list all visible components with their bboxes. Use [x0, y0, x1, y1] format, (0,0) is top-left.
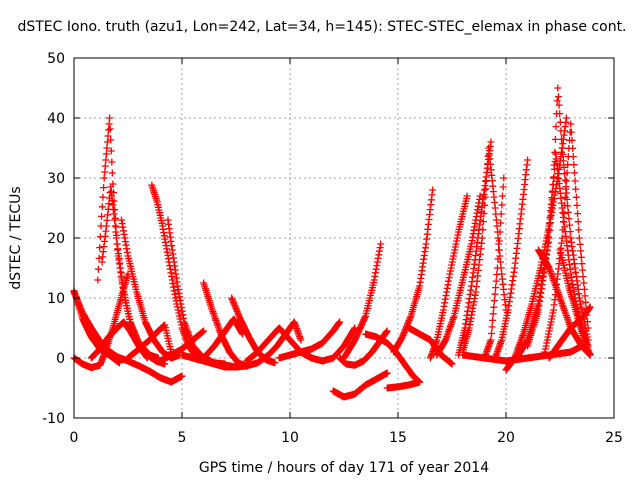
plus-marker-trace	[390, 186, 437, 356]
plus-marker-trace	[459, 342, 586, 365]
chart-title: dSTEC Iono. truth (azu1, Lon=242, Lat=34…	[17, 19, 626, 35]
plus-marker-trace	[340, 240, 385, 362]
x-tick-label: 10	[281, 430, 299, 446]
y-axis-label: dSTEC / TECUs	[8, 186, 24, 289]
data-series	[340, 240, 385, 362]
data-series	[124, 321, 175, 362]
data-series	[502, 114, 570, 374]
x-tick-label: 0	[70, 430, 79, 446]
plus-marker-trace	[156, 327, 208, 365]
y-tick-labels: -10 0 10 20 30 40 50	[42, 51, 65, 427]
y-tick-label: 10	[47, 291, 65, 307]
data-series	[390, 186, 437, 356]
plus-marker-trace	[362, 330, 424, 386]
data-points	[70, 84, 594, 401]
x-tick-labels: 0 5 10 15 20 25	[70, 430, 623, 446]
x-tick-label: 20	[497, 430, 515, 446]
data-series	[362, 330, 424, 386]
plus-marker-trace	[433, 192, 484, 359]
axis-ticks	[73, 57, 615, 419]
data-series	[156, 327, 208, 365]
plus-marker-trace	[383, 378, 424, 392]
plus-marker-trace	[200, 315, 246, 362]
data-series	[433, 192, 484, 359]
x-tick-label: 15	[389, 430, 407, 446]
data-series	[383, 378, 424, 392]
y-tick-label: -10	[42, 411, 65, 427]
x-tick-label: 5	[178, 430, 187, 446]
data-series	[329, 369, 391, 401]
data-series	[200, 315, 246, 362]
data-series	[459, 342, 586, 365]
data-series	[455, 138, 495, 359]
data-series	[426, 192, 471, 362]
x-tick-label: 25	[605, 430, 623, 446]
y-tick-label: 30	[47, 171, 65, 187]
y-tick-label: 20	[47, 231, 65, 247]
plus-marker-trace	[124, 321, 175, 362]
plus-marker-trace	[556, 246, 594, 359]
y-tick-label: 40	[47, 111, 65, 127]
plus-marker-trace	[502, 114, 570, 374]
data-series	[297, 324, 359, 365]
plus-marker-trace	[455, 138, 495, 359]
x-axis-label: GPS time / hours of day 171 of year 2014	[199, 460, 489, 476]
plus-marker-trace	[297, 324, 359, 365]
data-series	[556, 246, 594, 359]
plus-marker-trace	[426, 192, 471, 362]
plus-marker-trace	[329, 369, 391, 401]
y-tick-label: 0	[56, 351, 65, 367]
y-tick-label: 50	[47, 51, 65, 67]
